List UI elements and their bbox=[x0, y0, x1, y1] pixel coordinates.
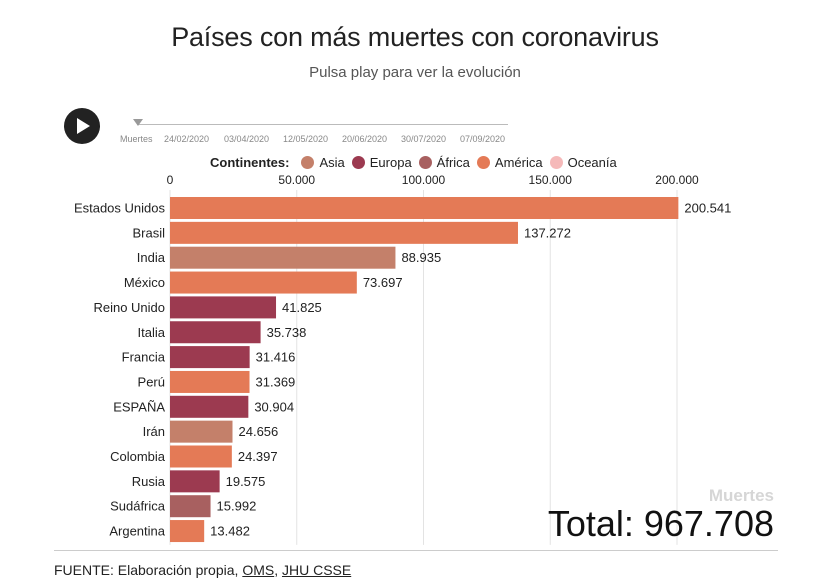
x-tick-label: 200.000 bbox=[655, 173, 699, 187]
value-label: 35.738 bbox=[267, 325, 307, 340]
x-tick-label: 0 bbox=[167, 173, 174, 187]
timeline-label-date: 12/05/2020 bbox=[283, 134, 329, 144]
category-label: Estados Unidos bbox=[74, 201, 166, 216]
category-label: México bbox=[124, 275, 165, 290]
value-label: 31.369 bbox=[256, 374, 296, 389]
value-label: 41.825 bbox=[282, 300, 322, 315]
bar-chart: 0 50.000 100.000 150.000 200.000 Estados Unid… bbox=[74, 173, 731, 545]
category-label: Reino Unido bbox=[93, 300, 165, 315]
category-label: Sudáfrica bbox=[110, 499, 166, 514]
category-label: Francia bbox=[122, 350, 166, 365]
value-label: 13.482 bbox=[210, 524, 250, 539]
bar bbox=[170, 470, 220, 493]
bar bbox=[170, 197, 679, 219]
x-tick-label: 50.000 bbox=[278, 173, 315, 187]
legend-item-oceania[interactable]: Oceanía bbox=[549, 154, 617, 170]
bar bbox=[170, 395, 249, 418]
legend-dot-icon bbox=[476, 155, 490, 169]
value-label: 15.992 bbox=[217, 499, 257, 514]
value-label: 24.656 bbox=[239, 424, 279, 439]
play-button[interactable] bbox=[64, 108, 100, 144]
bar bbox=[170, 271, 357, 294]
value-label: 137.272 bbox=[524, 225, 571, 240]
timeline-handle[interactable] bbox=[133, 119, 143, 126]
value-label: 73.697 bbox=[363, 275, 403, 290]
source-note: FUENTE: Elaboración propia, OMS, JHU CSS… bbox=[54, 562, 351, 578]
bar bbox=[170, 370, 250, 393]
bar bbox=[170, 221, 518, 244]
legend: Continentes: Asia Europa África América … bbox=[210, 153, 624, 171]
value-label: 31.416 bbox=[256, 350, 296, 365]
play-icon bbox=[77, 118, 90, 134]
timeline-track bbox=[137, 124, 508, 125]
legend-dot-icon bbox=[549, 155, 563, 169]
source-separator: , bbox=[274, 562, 282, 578]
bar bbox=[170, 346, 250, 369]
timeline-label-date: 03/04/2020 bbox=[224, 134, 270, 144]
bar bbox=[170, 321, 261, 344]
legend-label: África bbox=[436, 154, 470, 170]
category-label: Colombia bbox=[110, 449, 166, 464]
category-label: Perú bbox=[138, 374, 165, 389]
legend-label: Europa bbox=[369, 154, 412, 170]
legend-label: América bbox=[494, 154, 543, 170]
legend-item-europa[interactable]: Europa bbox=[351, 154, 412, 170]
source-link-oms[interactable]: OMS bbox=[242, 562, 275, 578]
timeline-label-date: 30/07/2020 bbox=[401, 134, 447, 144]
category-label: Argentina bbox=[109, 524, 165, 539]
value-label: 24.397 bbox=[238, 449, 278, 464]
timeline-slider[interactable]: Muertes 24/02/2020 03/04/2020 12/05/2020… bbox=[117, 116, 517, 146]
value-label: 30.904 bbox=[254, 399, 294, 414]
legend-item-america[interactable]: América bbox=[476, 154, 543, 170]
legend-dot-icon bbox=[351, 155, 365, 169]
source-prefix: FUENTE: Elaboración propia, bbox=[54, 562, 243, 578]
chart-title: Países con más muertes con coronavirus bbox=[171, 22, 659, 52]
timeline-label-date: 24/02/2020 bbox=[164, 134, 210, 144]
legend-label: Oceanía bbox=[567, 154, 617, 170]
bar bbox=[170, 520, 205, 543]
category-label: ESPAÑA bbox=[113, 399, 165, 414]
value-label: 88.935 bbox=[401, 250, 441, 265]
bar bbox=[170, 296, 277, 319]
legend-title: Continentes: bbox=[210, 154, 290, 170]
legend-dot-icon bbox=[301, 155, 315, 169]
legend-dot-icon bbox=[418, 155, 432, 169]
bar bbox=[170, 445, 232, 468]
value-label: 19.575 bbox=[226, 474, 266, 489]
bar bbox=[170, 420, 233, 443]
timeline-label-metric: Muertes bbox=[120, 134, 153, 144]
bar bbox=[170, 246, 396, 269]
category-label: Brasil bbox=[132, 225, 165, 240]
bar bbox=[170, 495, 211, 518]
category-label: Irán bbox=[143, 424, 165, 439]
legend-label: Asia bbox=[319, 154, 345, 170]
timeline-label-date: 20/06/2020 bbox=[342, 134, 388, 144]
category-label: Italia bbox=[138, 325, 166, 340]
metric-watermark: Muertes bbox=[708, 486, 774, 505]
footer-divider bbox=[54, 550, 778, 551]
legend-item-africa[interactable]: África bbox=[418, 154, 470, 170]
source-link-jhu[interactable]: JHU CSSE bbox=[281, 562, 352, 578]
chart-subtitle: Pulsa play para ver la evolución bbox=[309, 64, 521, 81]
timeline-label-date: 07/09/2020 bbox=[460, 134, 506, 144]
legend-item-asia[interactable]: Asia bbox=[301, 154, 345, 170]
category-label: Rusia bbox=[132, 474, 166, 489]
value-label: 200.541 bbox=[684, 201, 731, 216]
x-tick-label: 100.000 bbox=[402, 173, 446, 187]
category-label: India bbox=[137, 250, 166, 265]
x-tick-label: 150.000 bbox=[529, 173, 573, 187]
total-counter: Total: 967.708 bbox=[547, 503, 774, 544]
